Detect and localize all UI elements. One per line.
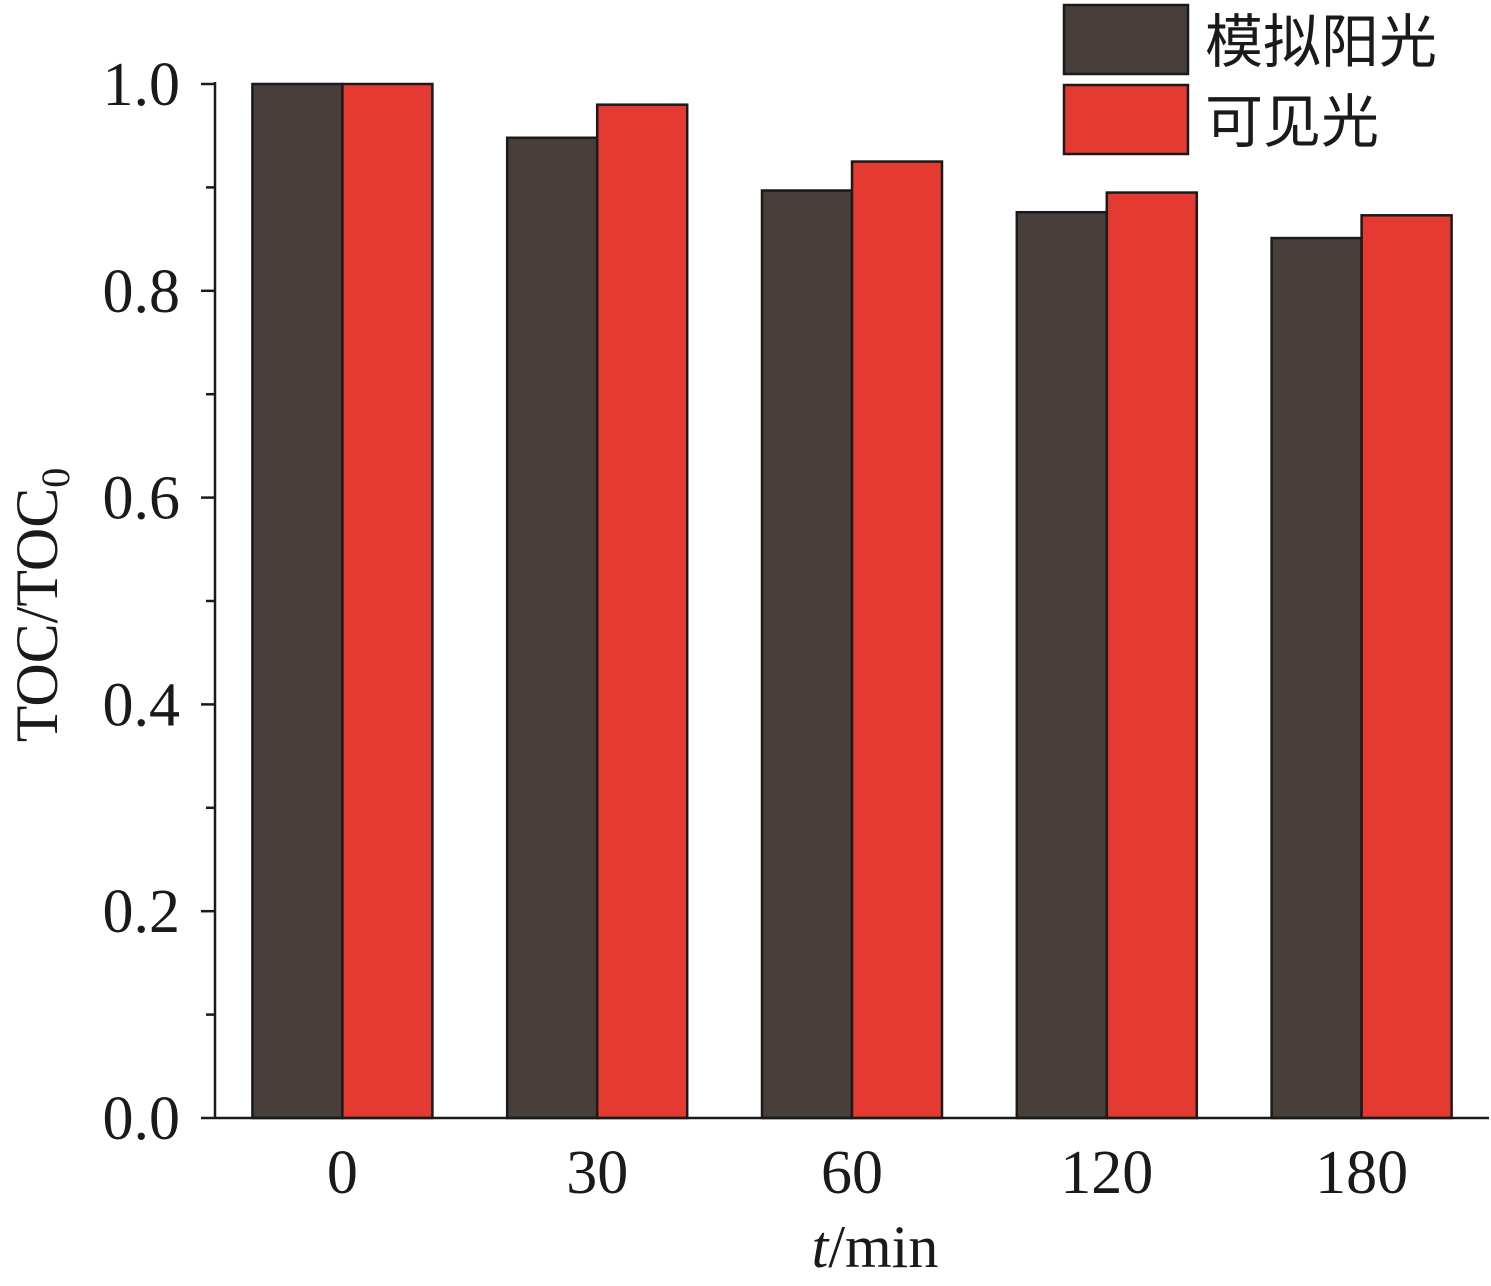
- bar-visible-light-180: [1360, 214, 1453, 1120]
- y-axis-title-subscript: 0: [33, 468, 78, 488]
- x-tick-label: 120: [1060, 1139, 1153, 1207]
- x-axis-title: t/min: [812, 1214, 939, 1280]
- bar-simulated-sunlight-30: [505, 136, 599, 1120]
- legend-label-visible-light: 可见光: [1205, 90, 1379, 155]
- y-tick-label: 0.0: [103, 1085, 181, 1153]
- bar-visible-light-60: [850, 160, 944, 1120]
- ticks-group: 0 30 60 120 180 0.0 0.2 0.4 0.6 0.8 1.0: [103, 51, 1409, 1207]
- y-tick-label: 0.4: [103, 671, 181, 739]
- bars-group: [251, 82, 1453, 1120]
- bar-visible-light-120: [1105, 191, 1199, 1120]
- bar-simulated-sunlight-120: [1015, 210, 1109, 1120]
- y-axis-title: TOC/TOC0: [4, 468, 78, 743]
- bar-simulated-sunlight-0: [251, 82, 344, 1120]
- y-tick-label: 1.0: [103, 51, 181, 119]
- x-tick-label: 180: [1315, 1139, 1408, 1207]
- y-tick-label: 0.8: [103, 258, 181, 326]
- y-tick-label: 0.6: [103, 465, 181, 533]
- x-tick-label: 30: [566, 1139, 628, 1207]
- legend-swatch-visible-light: [1062, 83, 1190, 156]
- x-tick-label: 60: [821, 1139, 883, 1207]
- bar-visible-light-30: [595, 103, 689, 1120]
- bar-simulated-sunlight-180: [1270, 236, 1363, 1120]
- x-tick-label: 0: [327, 1139, 358, 1207]
- y-tick-label: 0.2: [103, 878, 181, 946]
- legend-label-simulated-sunlight: 模拟阳光: [1205, 10, 1437, 75]
- legend-swatch-simulated-sunlight: [1062, 3, 1190, 76]
- bar-simulated-sunlight-60: [760, 189, 854, 1120]
- bar-visible-light-0: [341, 82, 434, 1120]
